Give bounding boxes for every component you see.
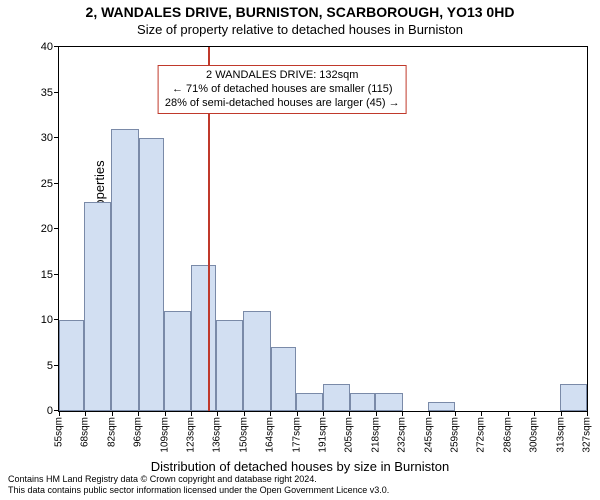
x-tick-label: 55sqm [54,417,65,447]
x-tick-mark [587,411,588,416]
y-tick-label: 0 [47,405,59,417]
x-tick-mark [429,411,430,416]
page-title: 2, WANDALES DRIVE, BURNISTON, SCARBOROUG… [0,0,600,20]
footer-line-2: This data contains public sector informa… [8,485,592,496]
histogram-bar [139,138,164,411]
y-tick-label: 15 [41,269,59,281]
x-tick-label: 272sqm [476,417,487,453]
x-tick-mark [217,411,218,416]
x-tick-label: 245sqm [423,417,434,453]
y-tick-mark [54,183,59,184]
histogram-bar [375,393,402,411]
x-tick-mark [297,411,298,416]
histogram-bar [111,129,138,411]
x-tick-label: 96sqm [133,417,144,447]
x-tick-label: 313sqm [555,417,566,453]
y-tick-label: 30 [41,132,59,144]
y-tick-mark [54,228,59,229]
x-tick-mark [376,411,377,416]
x-tick-mark [481,411,482,416]
x-tick-label: 136sqm [212,417,223,453]
y-tick-mark [54,137,59,138]
y-tick-label: 20 [41,223,59,235]
histogram-bar [428,402,455,411]
y-tick-label: 10 [41,314,59,326]
x-tick-mark [349,411,350,416]
x-tick-label: 259sqm [450,417,461,453]
x-tick-label: 232sqm [397,417,408,453]
histogram-bar [560,384,587,411]
histogram-bar [191,265,216,411]
x-tick-label: 123sqm [186,417,197,453]
histogram-bar [59,320,84,411]
x-tick-label: 177sqm [291,417,302,453]
y-tick-label: 25 [41,178,59,190]
x-tick-label: 82sqm [106,417,117,447]
y-tick-label: 5 [47,360,59,372]
x-axis-label: Distribution of detached houses by size … [0,459,600,474]
histogram-bar [323,384,350,411]
histogram-bar [216,320,243,411]
x-tick-mark [191,411,192,416]
x-tick-mark [534,411,535,416]
x-tick-label: 300sqm [529,417,540,453]
x-tick-label: 164sqm [265,417,276,453]
x-tick-mark [561,411,562,416]
x-tick-mark [455,411,456,416]
x-tick-label: 218sqm [370,417,381,453]
x-tick-mark [138,411,139,416]
annotation-box: 2 WANDALES DRIVE: 132sqm ← 71% of detach… [158,65,407,114]
plot-area: 2 WANDALES DRIVE: 132sqm ← 71% of detach… [58,46,588,412]
histogram-bar [164,311,191,411]
x-tick-label: 150sqm [238,417,249,453]
x-tick-mark [508,411,509,416]
y-tick-label: 35 [41,87,59,99]
plot-box: 2 WANDALES DRIVE: 132sqm ← 71% of detach… [58,46,588,412]
histogram-bar [271,347,296,411]
x-tick-label: 68sqm [80,417,91,447]
histogram-bar [243,311,270,411]
y-tick-label: 40 [41,41,59,53]
x-tick-label: 327sqm [582,417,593,453]
x-tick-mark [85,411,86,416]
x-tick-label: 109sqm [159,417,170,453]
y-tick-mark [54,319,59,320]
x-tick-mark [165,411,166,416]
chart-container: 2, WANDALES DRIVE, BURNISTON, SCARBOROUG… [0,0,600,500]
histogram-bar [296,393,323,411]
page-subtitle: Size of property relative to detached ho… [0,20,600,37]
x-tick-label: 286sqm [502,417,513,453]
footer-attribution: Contains HM Land Registry data © Crown c… [8,474,592,496]
x-tick-mark [402,411,403,416]
y-tick-mark [54,92,59,93]
y-tick-mark [54,274,59,275]
x-tick-mark [59,411,60,416]
x-tick-label: 191sqm [318,417,329,453]
x-tick-mark [244,411,245,416]
annotation-line-2: ← 71% of detached houses are smaller (11… [165,83,400,97]
x-tick-label: 205sqm [344,417,355,453]
x-tick-mark [323,411,324,416]
annotation-line-1: 2 WANDALES DRIVE: 132sqm [165,69,400,83]
annotation-line-3: 28% of semi-detached houses are larger (… [165,97,400,111]
y-tick-mark [54,365,59,366]
x-tick-mark [112,411,113,416]
histogram-bar [350,393,375,411]
x-tick-mark [270,411,271,416]
footer-line-1: Contains HM Land Registry data © Crown c… [8,474,592,485]
histogram-bar [84,202,111,411]
y-tick-mark [54,46,59,47]
